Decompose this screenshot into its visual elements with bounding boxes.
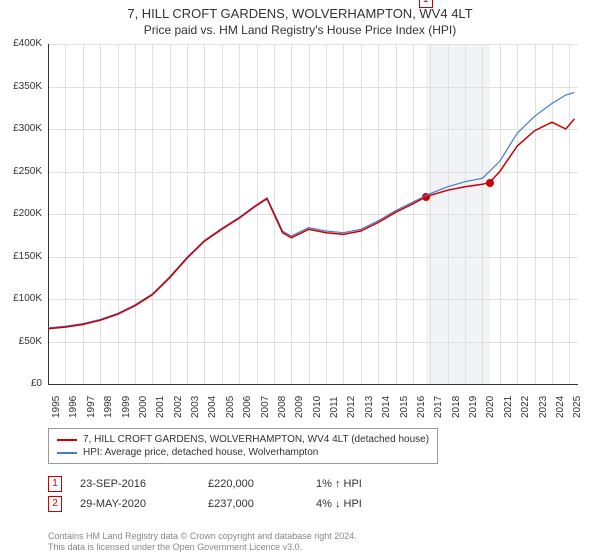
x-axis-tick-label: 2023 xyxy=(538,396,549,418)
footer-line-1: Contains HM Land Registry data © Crown c… xyxy=(48,531,357,543)
chart-subtitle: Price paid vs. HM Land Registry's House … xyxy=(0,21,600,41)
transaction-price: £220,000 xyxy=(208,478,298,490)
x-axis-tick-label: 2006 xyxy=(242,396,253,418)
x-axis-tick-label: 2007 xyxy=(260,396,271,418)
x-axis-tick-label: 1998 xyxy=(103,396,114,418)
x-axis-tick-label: 2019 xyxy=(468,396,479,418)
legend-item: 7, HILL CROFT GARDENS, WOLVERHAMPTON, WV… xyxy=(57,433,429,446)
x-axis-line xyxy=(48,384,578,385)
x-axis-tick-label: 1995 xyxy=(51,396,62,418)
transaction-row: 1 23-SEP-2016 £220,000 1% ↑ HPI xyxy=(48,474,362,494)
chart-lines-svg xyxy=(48,44,578,384)
y-axis-tick-label: £150K xyxy=(2,251,42,262)
x-axis-tick-label: 2011 xyxy=(329,396,340,418)
transaction-info: 1 23-SEP-2016 £220,000 1% ↑ HPI 2 29-MAY-2020… xyxy=(48,474,362,514)
footer-line-2: This data is licensed under the Open Gov… xyxy=(48,542,357,554)
series-line-hpi xyxy=(48,92,575,328)
footer-attribution: Contains HM Land Registry data © Crown c… xyxy=(48,531,357,554)
x-axis-tick-label: 2010 xyxy=(312,396,323,418)
legend-label: 7, HILL CROFT GARDENS, WOLVERHAMPTON, WV… xyxy=(83,434,429,445)
y-axis-tick-label: £50K xyxy=(2,336,42,347)
legend-swatch xyxy=(57,452,77,454)
x-axis-tick-label: 2021 xyxy=(503,396,514,418)
legend-swatch xyxy=(57,439,77,441)
x-axis-tick-label: 2003 xyxy=(190,396,201,418)
transaction-hpi-delta: 1% ↑ HPI xyxy=(316,478,362,490)
transaction-hpi-delta: 4% ↓ HPI xyxy=(316,498,362,510)
x-axis-tick-label: 2001 xyxy=(155,396,166,418)
transaction-id-box: 1 xyxy=(48,476,62,492)
transaction-id-box: 2 xyxy=(48,496,62,512)
x-axis-tick-label: 2013 xyxy=(364,396,375,418)
x-axis-tick-label: 2016 xyxy=(416,396,427,418)
legend-label: HPI: Average price, detached house, Wolv… xyxy=(83,447,318,458)
x-axis-tick-label: 2004 xyxy=(207,396,218,418)
x-axis-tick-label: 2009 xyxy=(294,396,305,418)
y-axis-tick-label: £0 xyxy=(2,378,42,389)
x-axis-tick-label: 1997 xyxy=(86,396,97,418)
legend-item: HPI: Average price, detached house, Wolv… xyxy=(57,446,429,459)
transaction-price: £237,000 xyxy=(208,498,298,510)
x-axis-tick-label: 2005 xyxy=(225,396,236,418)
x-axis-tick-label: 2025 xyxy=(572,396,583,418)
y-axis-tick-label: £400K xyxy=(2,38,42,49)
x-axis-tick-label: 2018 xyxy=(451,396,462,418)
transaction-date: 23-SEP-2016 xyxy=(80,478,190,490)
y-axis-tick-label: £100K xyxy=(2,293,42,304)
x-axis-tick-label: 2008 xyxy=(277,396,288,418)
x-axis-tick-label: 1996 xyxy=(68,396,79,418)
y-axis-tick-label: £250K xyxy=(2,166,42,177)
series-line-price_paid xyxy=(48,119,575,329)
chart-plot-area: £0£50K£100K£150K£200K£250K£300K£350K£400… xyxy=(48,44,578,384)
x-axis-tick-label: 1999 xyxy=(121,396,132,418)
transaction-date: 29-MAY-2020 xyxy=(80,498,190,510)
x-axis-tick-label: 2020 xyxy=(485,396,496,418)
x-axis-tick-label: 2014 xyxy=(381,396,392,418)
chart-title: 7, HILL CROFT GARDENS, WOLVERHAMPTON, WV… xyxy=(0,0,600,21)
x-axis-tick-label: 2022 xyxy=(520,396,531,418)
chart-legend: 7, HILL CROFT GARDENS, WOLVERHAMPTON, WV… xyxy=(48,428,438,464)
x-axis-tick-label: 2015 xyxy=(399,396,410,418)
x-axis-tick-label: 2002 xyxy=(173,396,184,418)
x-axis-tick-label: 2000 xyxy=(138,396,149,418)
x-axis-tick-label: 2012 xyxy=(346,396,357,418)
x-axis-tick-label: 2024 xyxy=(555,396,566,418)
y-axis-tick-label: £350K xyxy=(2,81,42,92)
y-axis-tick-label: £300K xyxy=(2,123,42,134)
x-axis-tick-label: 2017 xyxy=(433,396,444,418)
y-axis-tick-label: £200K xyxy=(2,208,42,219)
transaction-marker-label: 1 xyxy=(419,0,433,8)
transaction-row: 2 29-MAY-2020 £237,000 4% ↓ HPI xyxy=(48,494,362,514)
